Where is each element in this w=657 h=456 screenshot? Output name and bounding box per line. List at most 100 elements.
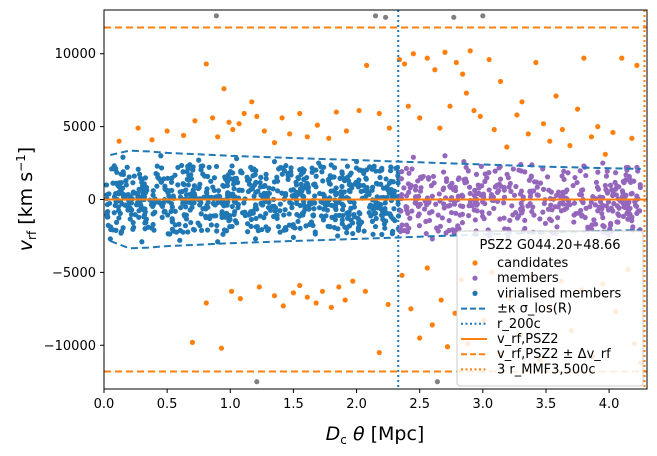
virialised-member-point — [150, 188, 156, 194]
virialised-member-point — [309, 169, 315, 175]
member-point — [625, 204, 631, 210]
member-point — [570, 182, 576, 189]
virialised-member-point — [379, 231, 385, 238]
virialised-member-point — [290, 234, 297, 240]
virialised-member-point — [180, 229, 186, 235]
virialised-member-point — [271, 213, 277, 220]
virialised-member-point — [285, 172, 291, 178]
member-point — [629, 190, 635, 196]
member-point — [418, 185, 424, 191]
virialised-member-point — [191, 200, 197, 206]
virialised-member-point — [224, 192, 231, 198]
virialised-member-point — [288, 187, 294, 193]
virialised-member-point — [165, 175, 171, 181]
virialised-member-point — [104, 209, 110, 215]
virialised-member-point — [124, 202, 130, 208]
virialised-member-point — [231, 211, 237, 218]
virialised-member-point — [244, 174, 250, 180]
virialised-member-point — [257, 179, 263, 186]
member-point — [459, 211, 466, 217]
candidate-point — [429, 322, 435, 328]
virialised-member-point — [302, 206, 308, 212]
virialised-member-point — [178, 205, 184, 211]
member-point — [529, 188, 535, 194]
virialised-member-point — [381, 221, 387, 227]
member-point — [525, 203, 531, 209]
virialised-member-point — [232, 194, 238, 200]
member-point — [548, 202, 554, 208]
virialised-member-point — [263, 224, 269, 230]
candidate-point — [304, 134, 310, 140]
virialised-member-point — [131, 224, 137, 231]
virialised-member-point — [204, 190, 210, 196]
candidate-point — [467, 48, 473, 54]
virialised-member-point — [220, 182, 226, 189]
virialised-member-point — [190, 187, 196, 193]
virialised-member-point — [320, 178, 326, 184]
member-point — [507, 180, 513, 187]
virialised-member-point — [131, 173, 137, 179]
virialised-member-point — [383, 176, 389, 182]
candidate-point — [364, 62, 370, 68]
candidate-point — [595, 124, 601, 130]
member-point — [453, 210, 459, 216]
member-point — [595, 186, 602, 192]
virialised-member-point — [215, 199, 221, 206]
virialised-member-point — [170, 193, 176, 199]
member-point — [565, 170, 571, 176]
virialised-member-point — [229, 203, 235, 210]
member-point — [500, 200, 507, 206]
candidate-point — [417, 115, 423, 121]
member-point — [476, 185, 482, 191]
y-tick-label: −10000 — [44, 339, 96, 354]
virialised-member-point — [340, 207, 346, 213]
virialised-member-point — [185, 229, 191, 235]
candidate-point — [203, 61, 209, 67]
candidate-point — [525, 131, 531, 137]
virialised-member-point — [305, 184, 312, 191]
outlier-point — [383, 14, 389, 20]
candidate-point — [438, 297, 444, 303]
member-point — [514, 215, 521, 221]
member-point — [433, 225, 440, 231]
member-point — [509, 203, 515, 209]
candidate-point — [408, 306, 414, 312]
member-point — [612, 170, 619, 176]
virialised-member-point — [198, 227, 205, 233]
member-point — [572, 174, 578, 181]
candidate-point — [350, 278, 356, 284]
virialised-member-point — [105, 214, 111, 220]
virialised-member-point — [220, 231, 226, 237]
virialised-member-point — [142, 209, 148, 215]
virialised-member-point — [269, 203, 276, 209]
virialised-member-point — [118, 230, 124, 236]
candidate-point — [333, 109, 339, 115]
candidate-point — [602, 151, 608, 157]
candidate-point — [328, 304, 334, 310]
virialised-member-point — [301, 185, 307, 191]
candidate-point — [287, 131, 293, 137]
virialised-member-point — [151, 227, 157, 233]
x-tick-label: 4.0 — [599, 397, 620, 412]
member-point — [449, 180, 455, 186]
candidate-point — [280, 303, 286, 309]
virialised-member-point — [370, 231, 376, 237]
virialised-member-point — [108, 224, 114, 230]
virialised-member-point — [254, 224, 260, 230]
virialised-member-point — [382, 200, 388, 206]
virialised-member-point — [369, 218, 376, 224]
virialised-member-point — [106, 191, 112, 197]
member-point — [595, 169, 601, 175]
member-point — [522, 169, 528, 175]
member-point — [557, 200, 563, 206]
virialised-member-point — [263, 176, 269, 182]
member-point — [436, 191, 442, 197]
legend-label-r200: r_200c — [497, 317, 541, 332]
virialised-member-point — [357, 182, 363, 189]
member-point — [588, 199, 594, 205]
virialised-member-point — [248, 216, 255, 223]
virialised-member-point — [180, 181, 186, 187]
member-point — [426, 210, 433, 216]
virialised-member-point — [154, 163, 160, 169]
y-tick-label: −5000 — [52, 266, 96, 281]
